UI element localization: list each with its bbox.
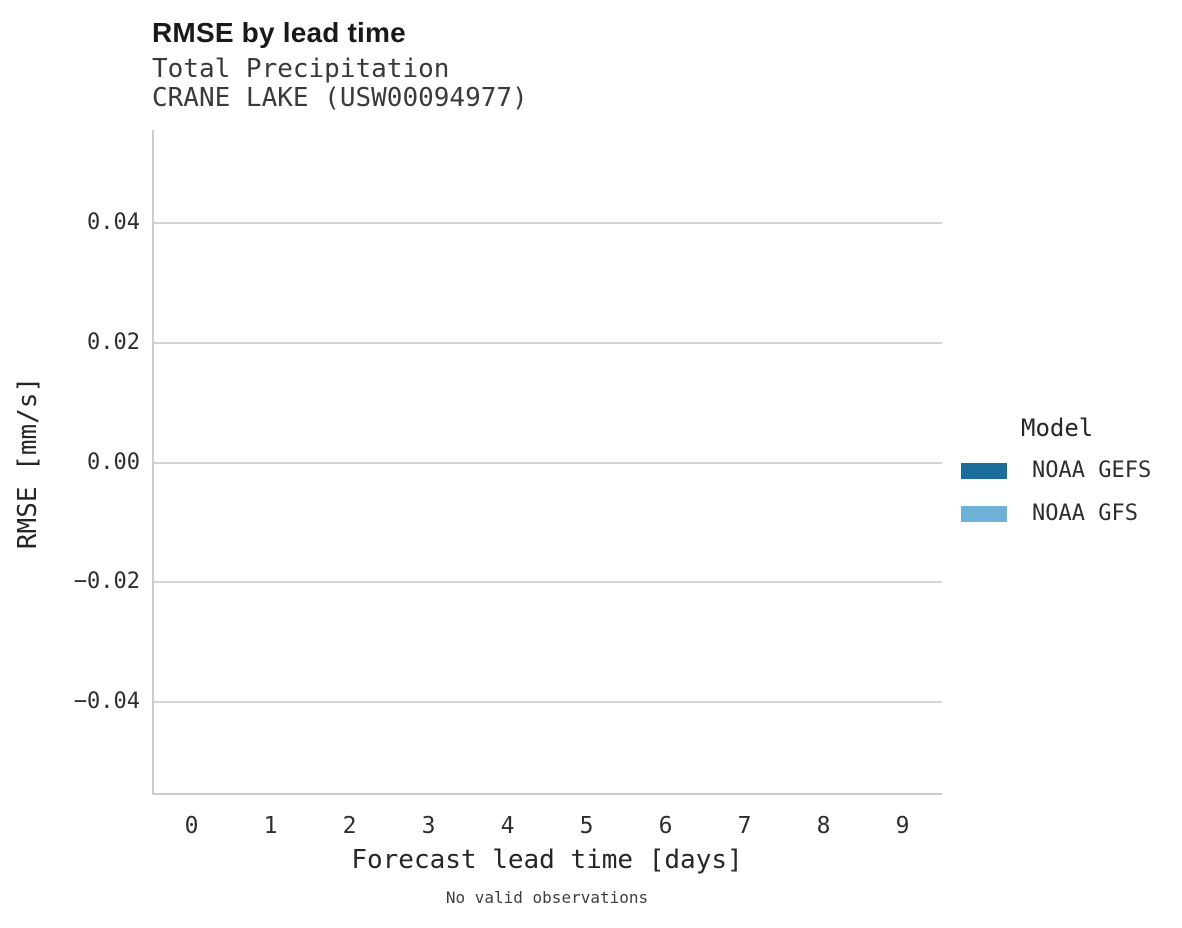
x-tick-label: 7 <box>737 813 752 839</box>
chart-subtitle-line1: Total Precipitation <box>152 54 450 84</box>
chart-caption: No valid observations <box>445 888 649 907</box>
legend-title: Model <box>1021 414 1094 442</box>
legend-label-noaa-gfs: NOAA GFS <box>1032 501 1138 526</box>
legend-item-noaa-gfs: NOAA GFS <box>961 501 1151 526</box>
gridline <box>154 221 942 224</box>
legend-swatch-noaa-gfs <box>961 505 1007 522</box>
x-tick-label: 3 <box>421 813 436 839</box>
x-axis-tick-labels: 0 1 2 3 4 5 6 7 8 9 <box>152 812 942 840</box>
legend-item-noaa-gefs: NOAA GEFS <box>961 458 1151 483</box>
x-tick-label: 1 <box>263 813 278 839</box>
chart-subtitle-line2: CRANE LAKE (USW00094977) <box>152 83 528 113</box>
gridline <box>154 341 942 344</box>
gridline <box>154 581 942 584</box>
y-tick-label: 0.04 <box>87 209 140 235</box>
chart-header: RMSE by lead time Total Precipitation CR… <box>152 16 528 113</box>
x-tick-label: 5 <box>579 813 594 839</box>
x-tick-label: 6 <box>658 813 673 839</box>
x-tick-label: 8 <box>816 813 831 839</box>
x-tick-label: 0 <box>184 813 199 839</box>
chart-title: RMSE by lead time <box>152 17 406 48</box>
x-tick-label: 4 <box>500 813 515 839</box>
y-tick-label: −0.02 <box>73 569 140 595</box>
y-axis-tick-labels: 0.04 0.02 0.00 −0.02 −0.04 <box>0 130 140 795</box>
legend-swatch-noaa-gefs <box>961 462 1007 479</box>
legend: Model NOAA GEFS NOAA GFS <box>961 414 1151 544</box>
plot-area <box>152 130 942 795</box>
gridline <box>154 701 942 704</box>
x-axis-title: Forecast lead time [days] <box>351 845 743 875</box>
y-tick-label: −0.04 <box>73 689 140 715</box>
x-tick-label: 9 <box>895 813 910 839</box>
legend-label-noaa-gefs: NOAA GEFS <box>1032 458 1152 483</box>
y-tick-label: 0.00 <box>87 449 140 475</box>
x-tick-label: 2 <box>342 813 357 839</box>
y-tick-label: 0.02 <box>87 329 140 355</box>
gridline <box>154 461 942 464</box>
